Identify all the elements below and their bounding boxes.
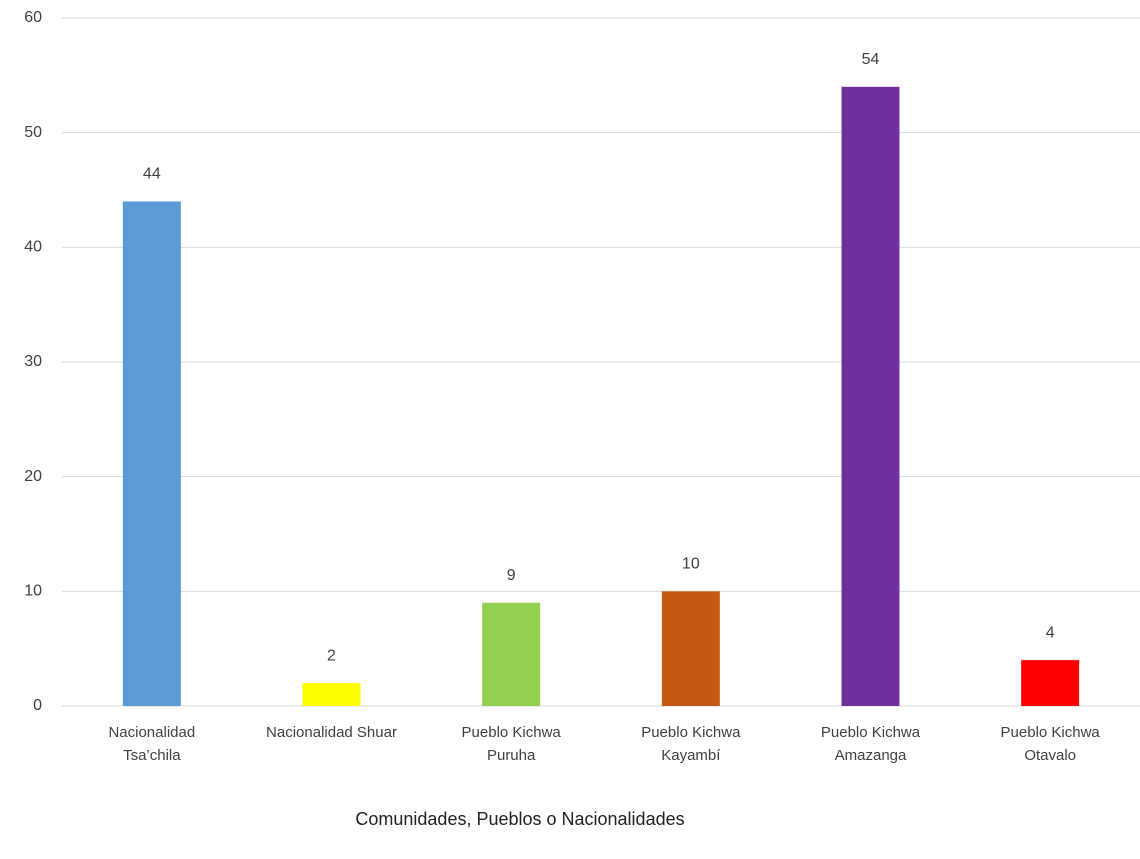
x-tick-label: Pueblo Kichwa xyxy=(462,724,562,741)
y-tick-label: 30 xyxy=(24,353,42,370)
data-label: 4 xyxy=(1046,624,1055,641)
y-tick-label: 10 xyxy=(24,583,42,600)
bar xyxy=(1021,660,1080,706)
data-label: 2 xyxy=(327,647,336,664)
y-tick-label: 40 xyxy=(24,239,42,256)
x-tick-label: Nacionalidad xyxy=(108,724,195,741)
bar xyxy=(302,683,361,706)
bar xyxy=(482,602,541,706)
data-label: 54 xyxy=(862,51,880,68)
x-tick-label: Pueblo Kichwa xyxy=(821,724,921,741)
y-tick-label: 0 xyxy=(33,697,42,714)
y-tick-label: 20 xyxy=(24,468,42,485)
y-tick-label: 60 xyxy=(24,9,42,26)
x-tick-label: Tsa’chila xyxy=(123,747,181,764)
y-tick-label: 50 xyxy=(24,124,42,141)
x-tick-label: Pueblo Kichwa xyxy=(1001,724,1101,741)
x-tick-label: Puruha xyxy=(487,747,536,764)
x-tick-label: Amazanga xyxy=(835,747,907,764)
bar xyxy=(122,201,181,706)
bar xyxy=(661,591,720,706)
data-label: 9 xyxy=(507,567,516,584)
x-tick-label: Kayambí xyxy=(661,747,721,764)
x-tick-label: Pueblo Kichwa xyxy=(641,724,741,741)
x-axis-title: Comunidades, Pueblos o Nacionalidades xyxy=(355,809,684,829)
data-label: 10 xyxy=(682,556,700,573)
x-tick-label: Nacionalidad Shuar xyxy=(266,724,397,741)
bar xyxy=(841,86,900,707)
data-label: 44 xyxy=(143,166,161,183)
x-tick-label: Otavalo xyxy=(1024,747,1076,764)
